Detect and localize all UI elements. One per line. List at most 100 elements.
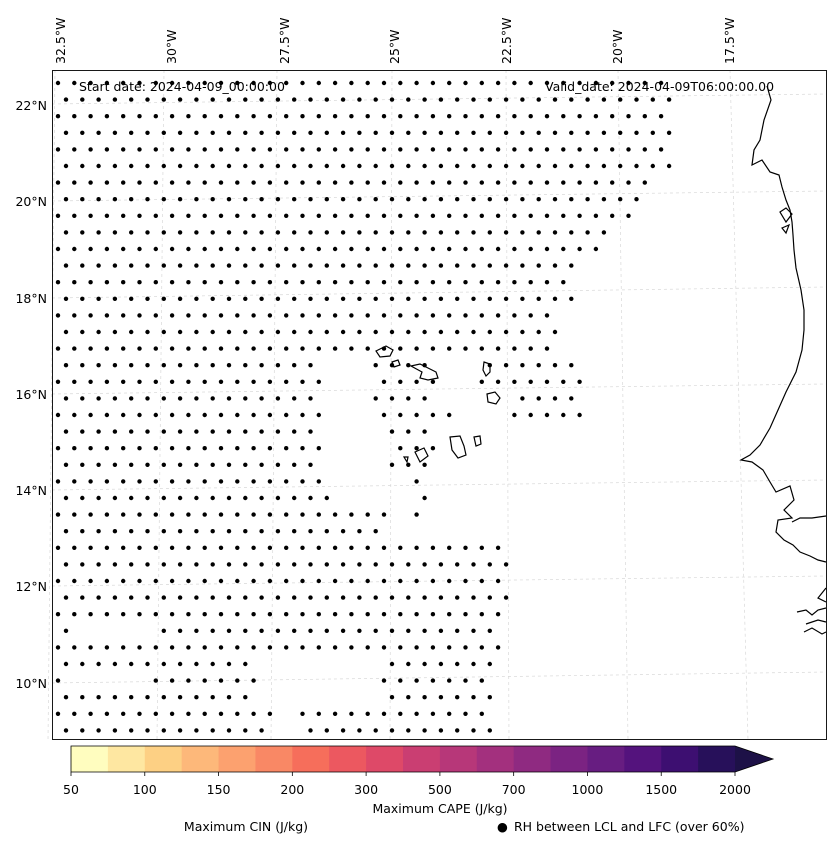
rh-dot	[259, 396, 264, 401]
island-banc-arguin-1	[779, 207, 793, 224]
rh-dot	[365, 147, 370, 152]
rh-dot	[495, 80, 501, 86]
rh-dot	[438, 197, 444, 202]
rh-dot	[153, 678, 158, 683]
rh-dot	[381, 645, 387, 650]
rh-dot	[406, 462, 411, 467]
rh-dot	[104, 346, 110, 351]
rh-dot	[177, 329, 183, 335]
rh-dot	[210, 230, 215, 235]
colorbar-tick-label: 700	[502, 782, 526, 797]
rh-dot	[129, 296, 134, 301]
rh-dot	[267, 412, 273, 418]
rh-dot	[365, 246, 370, 252]
rh-dot	[561, 114, 566, 119]
rh-dot	[544, 114, 550, 119]
rh-dot	[422, 97, 427, 102]
rh-dot	[520, 329, 525, 335]
rh-dot	[80, 329, 85, 335]
rh-dot	[210, 429, 215, 434]
rh-dot	[430, 545, 436, 550]
rh-dot	[593, 80, 599, 86]
rh-dot	[503, 97, 509, 102]
rh-dot	[422, 628, 427, 633]
rh-dot	[153, 545, 158, 550]
rh-dot	[210, 296, 215, 301]
rh-dot	[308, 97, 313, 102]
rh-dot	[316, 578, 321, 584]
rh-dot	[259, 462, 264, 467]
rh-dot	[495, 578, 501, 584]
rh-dot	[634, 163, 639, 169]
rh-dot	[80, 661, 85, 667]
rh-dot	[177, 462, 183, 467]
rh-dot	[381, 246, 387, 252]
rh-dot	[642, 147, 647, 152]
rh-dot	[422, 661, 427, 667]
rh-dot	[251, 711, 256, 716]
rh-dot	[112, 396, 118, 401]
rh-dot	[447, 412, 452, 418]
rh-dot	[210, 661, 215, 667]
rh-dot	[121, 479, 126, 484]
rh-dot	[487, 595, 492, 600]
colorbar-tick-label: 1500	[645, 782, 677, 797]
rh-dot	[259, 429, 264, 434]
rh-dot	[129, 396, 134, 401]
rh-dot	[381, 711, 387, 716]
rh-dot	[202, 479, 207, 484]
rh-dot	[528, 313, 533, 318]
rh-dot	[463, 80, 468, 86]
rh-dot	[210, 130, 215, 135]
rh-dot	[520, 363, 525, 368]
latitude-label: 20°N	[15, 194, 47, 209]
rh-dot	[373, 562, 378, 567]
rh-dot	[414, 645, 419, 650]
rh-dot	[520, 163, 525, 169]
rh-dot	[373, 329, 378, 335]
rh-dot	[447, 114, 452, 119]
rh-dot	[194, 695, 199, 700]
rh-dot	[569, 97, 574, 102]
rh-dot	[447, 180, 452, 185]
rh-dot	[235, 512, 240, 517]
rh-dot	[381, 313, 387, 318]
rh-dot	[316, 346, 321, 351]
rh-dot	[357, 628, 362, 633]
rh-dot	[235, 114, 240, 119]
rh-dot	[63, 130, 69, 135]
rh-dot	[340, 97, 346, 102]
rh-dot	[72, 213, 77, 218]
rh-dot	[495, 280, 501, 285]
rh-dot	[202, 678, 207, 683]
rh-dot	[512, 246, 517, 252]
rh-dot	[365, 80, 370, 86]
cape-colorbar	[70, 745, 775, 773]
rh-dot	[308, 363, 313, 368]
rh-dot	[177, 130, 183, 135]
rh-dot	[398, 612, 403, 617]
rh-dot	[145, 197, 150, 202]
rh-dot	[186, 479, 191, 484]
rh-dot	[569, 197, 574, 202]
rh-dot	[430, 114, 436, 119]
rh-dot	[398, 711, 403, 716]
rh-dot	[463, 545, 468, 550]
rh-dot	[414, 612, 419, 617]
rh-dot	[332, 578, 338, 584]
rh-dot	[414, 213, 419, 218]
rh-dot	[80, 296, 85, 301]
colorbar-segment	[144, 746, 183, 772]
rh-dot	[145, 562, 150, 567]
rh-dot	[316, 479, 321, 484]
rh-dot	[528, 379, 533, 384]
rh-dot	[495, 346, 501, 351]
rh-dot	[243, 429, 248, 434]
rh-dot	[259, 728, 264, 733]
rh-dot	[129, 230, 134, 235]
rh-dot	[406, 263, 411, 268]
rh-dot	[438, 562, 444, 567]
rh-dot	[414, 147, 419, 152]
rh-dot	[365, 545, 370, 550]
